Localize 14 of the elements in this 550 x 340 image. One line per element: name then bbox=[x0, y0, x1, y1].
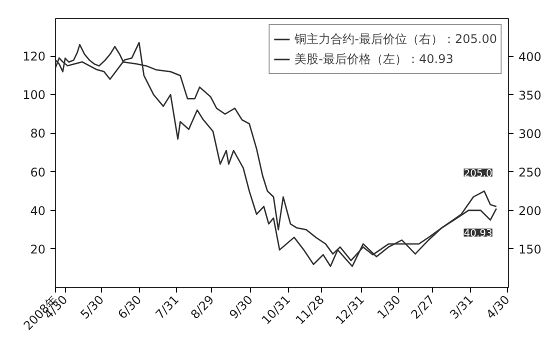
y-tick-label: 80 bbox=[30, 126, 46, 141]
y2-tick-label: 300 bbox=[518, 126, 542, 141]
legend-label: 铜主力合约-最后价位（右）：205.00 bbox=[294, 30, 497, 48]
y-tick-label: 60 bbox=[30, 165, 46, 180]
y-tick-label: 40 bbox=[30, 204, 46, 218]
y-tick-label: 120 bbox=[22, 50, 46, 64]
y2-tick-label: 250 bbox=[518, 165, 542, 180]
y2-tick-label: 150 bbox=[518, 242, 542, 256]
y-tick-label: 100 bbox=[22, 88, 46, 102]
legend-label: 美股-最后价格（左）：40.93 bbox=[294, 50, 454, 68]
y2-tick-label: 200 bbox=[518, 204, 542, 218]
y2-tick-label: 400 bbox=[518, 50, 542, 64]
y2-tick-label: 350 bbox=[518, 88, 542, 102]
y-tick-label: 20 bbox=[30, 242, 46, 256]
